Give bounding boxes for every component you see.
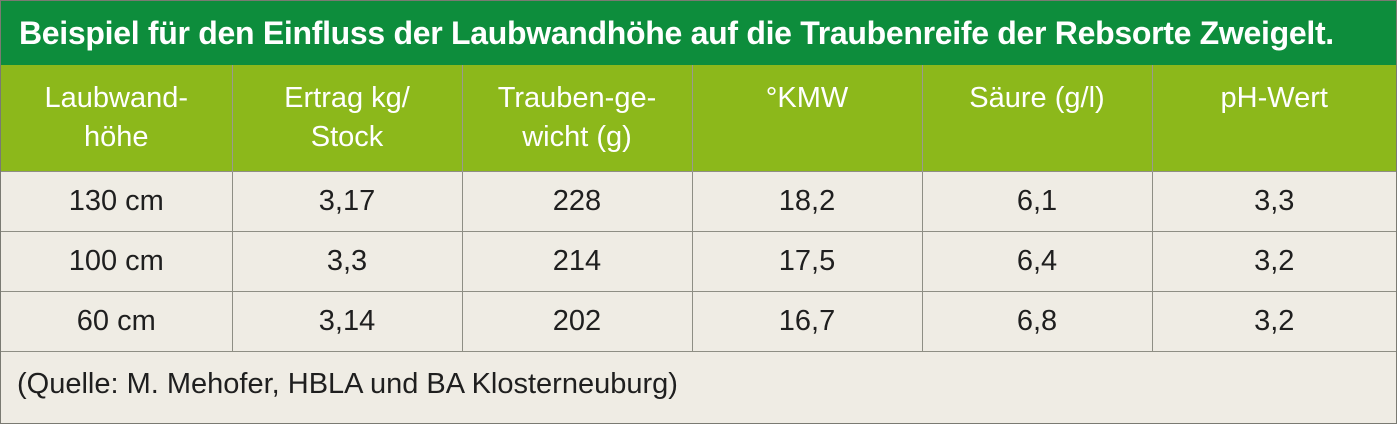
table-row: 60 cm 3,14 202 16,7 6,8 3,2 — [1, 290, 1396, 351]
cell-ertrag: 3,14 — [231, 290, 462, 351]
data-table: Laubwand- höhe Ertrag kg/ Stock Trauben-… — [1, 65, 1396, 351]
header-line: Ertrag kg/ — [284, 82, 410, 114]
cell-ertrag: 3,3 — [231, 230, 462, 291]
cell-ph-wert: 3,3 — [1151, 170, 1396, 231]
cell-saeure: 6,8 — [921, 290, 1152, 351]
table-row: 130 cm 3,17 228 18,2 6,1 3,3 — [1, 170, 1396, 231]
cell-ph-wert: 3,2 — [1151, 230, 1396, 291]
header-line: °KMW — [765, 82, 849, 114]
table-header: Laubwand- höhe Ertrag kg/ Stock Trauben-… — [1, 65, 1396, 171]
cell-saeure: 6,1 — [921, 170, 1152, 231]
table-row: 100 cm 3,3 214 17,5 6,4 3,2 — [1, 230, 1396, 291]
table-title: Beispiel für den Einfluss der Laubwandhö… — [1, 1, 1396, 65]
table-body: 130 cm 3,17 228 18,2 6,1 3,3 100 cm 3,3 … — [1, 170, 1396, 351]
cell-kmw: 18,2 — [691, 170, 922, 231]
cell-kmw: 17,5 — [691, 230, 922, 291]
cell-traubengewicht: 202 — [461, 290, 692, 351]
cell-laubwandhoehe: 60 cm — [1, 290, 232, 351]
cell-laubwandhoehe: 100 cm — [1, 230, 232, 291]
cell-saeure: 6,4 — [921, 230, 1152, 291]
header-row: Laubwand- höhe Ertrag kg/ Stock Trauben-… — [1, 65, 1396, 171]
cell-kmw: 16,7 — [691, 290, 922, 351]
header-ph-wert: pH-Wert — [1151, 65, 1396, 171]
header-line: Trauben-ge- — [497, 82, 657, 114]
header-traubengewicht: Trauben-ge- wicht (g) — [461, 65, 692, 171]
header-line: pH-Wert — [1220, 82, 1328, 114]
cell-ertrag: 3,17 — [231, 170, 462, 231]
header-line: Laubwand- — [44, 82, 189, 114]
header-laubwandhoehe: Laubwand- höhe — [1, 65, 232, 171]
header-line: höhe — [83, 121, 149, 153]
header-ertrag: Ertrag kg/ Stock — [231, 65, 462, 171]
cell-ph-wert: 3,2 — [1151, 290, 1396, 351]
header-line: Stock — [310, 121, 384, 153]
header-line: wicht (g) — [522, 121, 632, 153]
source-note: (Quelle: M. Mehofer, HBLA und BA Kloster… — [1, 351, 1396, 417]
header-saeure: Säure (g/l) — [921, 65, 1152, 171]
cell-traubengewicht: 214 — [461, 230, 692, 291]
header-line: Säure (g/l) — [969, 82, 1105, 114]
cell-traubengewicht: 228 — [461, 170, 692, 231]
header-kmw: °KMW — [691, 65, 922, 171]
cell-laubwandhoehe: 130 cm — [1, 170, 232, 231]
